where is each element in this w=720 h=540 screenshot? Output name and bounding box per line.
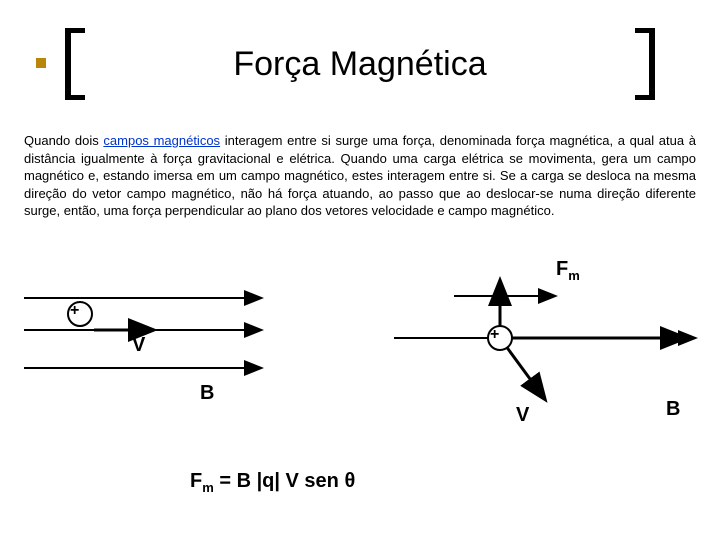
formula-rest: = B |q| V sen θ [214,470,355,492]
charge-sign-left: + [70,302,79,320]
title-row: Força Magnética [0,28,720,100]
body-paragraph: Quando dois campos magnéticos interagem … [24,132,696,220]
label-Fm-sub: m [568,268,580,283]
label-V-left: V [132,334,145,357]
link-campos-magneticos[interactable]: campos magnéticos [103,133,220,148]
diagram-right [394,268,704,438]
label-Fm-right: Fm [556,258,580,283]
charge-sign-right: + [490,326,499,344]
formula: Fm = B |q| V sen θ [190,470,355,495]
diagram-left [24,278,284,418]
formula-sub: m [202,480,214,495]
diagram-area: + V B + Fm V B [0,258,720,458]
page-title: Força Magnética [233,45,486,84]
bracket-right [634,28,656,100]
label-V-right: V [516,404,529,427]
bracket-left [64,28,86,100]
label-B-left: B [200,382,214,405]
paragraph-pre: Quando dois [24,133,103,148]
formula-F: F [190,470,202,492]
label-Fm-F: F [556,258,568,280]
label-B-right: B [666,398,680,421]
